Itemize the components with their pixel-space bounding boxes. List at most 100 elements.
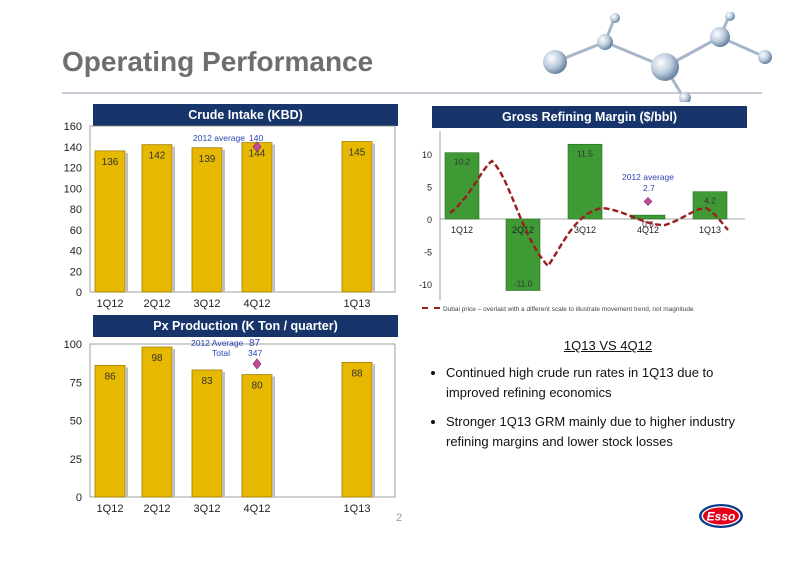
px-category-label: 1Q12 [97, 503, 124, 515]
crude-bar-shadow [125, 152, 128, 292]
px-average-value: 87 [249, 338, 261, 349]
molecule-graphic [543, 12, 772, 102]
crude-category-label: 1Q12 [97, 298, 124, 310]
grm-y-tick-label: -5 [424, 248, 432, 258]
grm-y-tick-label: -10 [419, 280, 432, 290]
px-average-marker [252, 358, 262, 370]
crude-y-tick-label: 40 [70, 246, 82, 258]
grm-category-label: 1Q13 [699, 225, 721, 235]
crude-value-label: 139 [199, 154, 216, 165]
grm-value-label: -11.0 [514, 279, 533, 289]
px-value-label: 88 [351, 368, 363, 379]
crude-intake-chart: 0 20 40 60 80 100 120 140 160 136 1Q12 142 2Q12 139 3Q… [64, 121, 396, 310]
crude-category-label: 4Q12 [244, 298, 271, 310]
px-bar [241, 374, 273, 498]
commentary-list: Continued high crude run rates in 1Q13 d… [428, 363, 768, 452]
crude-average-label: 2012 average [193, 133, 245, 143]
crude-bar-shadow [222, 149, 225, 292]
esso-logo: Esso [699, 504, 743, 528]
crude-y-tick-label: 0 [76, 287, 82, 299]
dubai-legend-line [422, 307, 440, 309]
grm-category-label: 2Q12 [512, 225, 534, 235]
crude-y-tick-label: 60 [70, 225, 82, 237]
crude-y-tick-label: 160 [64, 121, 82, 133]
grm-value-label: 0.6 [642, 219, 654, 229]
grm-chart: 10 5 0 -5 -10 10.2 1Q12 -11.0 2Q12 11.5 3Q12 0.64Q1… [419, 131, 745, 300]
px-category-label: 2Q12 [144, 503, 171, 515]
px-bar [341, 361, 373, 498]
title-divider [62, 92, 762, 94]
crude-category-label: 3Q12 [194, 298, 221, 310]
crude-average-value: 140 [249, 133, 263, 143]
grm-value-label: 10.2 [454, 157, 471, 167]
grm-header: Gross Refining Margin ($/bbl) [432, 106, 747, 128]
px-value-label: 80 [251, 381, 263, 392]
crude-bar-shadow [172, 146, 175, 292]
px-average-label: 2012 Average [191, 338, 244, 348]
crude-y-tick-label: 20 [70, 266, 82, 278]
grm-value-label: 11.5 [577, 148, 593, 158]
grm-bar [505, 218, 541, 291]
crude-y-tick-label: 80 [70, 204, 82, 216]
crude-value-label: 142 [149, 151, 166, 162]
grm-category-label: 4Q12 [637, 225, 659, 235]
px-production-chart: 0 25 50 75 100 86 1Q12 98 2Q12 83 3Q12 80 4Q12 88 1Q13… [64, 338, 396, 515]
crude-bar-shadow [272, 144, 275, 292]
crude-y-tick-label: 120 [64, 163, 82, 175]
px-category-label: 4Q12 [244, 503, 271, 515]
esso-logo-text: Esso [707, 510, 736, 524]
grm-y-tick-label: 10 [422, 150, 432, 160]
grm-category-label: 3Q12 [574, 225, 596, 235]
grm-bar [692, 191, 728, 220]
px-value-label: 83 [201, 376, 213, 387]
px-bar-shadow [272, 376, 275, 497]
grm-bar [567, 143, 603, 220]
grm-category-label: 1Q12 [451, 225, 473, 235]
px-production-header: Px Production (K Ton / quarter) [93, 315, 398, 337]
px-y-tick-label: 75 [70, 377, 82, 389]
commentary: 1Q13 VS 4Q12 Continued high crude run ra… [428, 338, 768, 461]
px-bar-shadow [125, 367, 128, 497]
crude-value-label: 144 [249, 149, 266, 160]
crude-value-label: 136 [102, 157, 119, 168]
grm-bar [444, 152, 480, 220]
crude-bar [191, 147, 223, 293]
commentary-heading: 1Q13 VS 4Q12 [563, 338, 653, 353]
px-value-label: 86 [104, 371, 116, 382]
page-title: Operating Performance [62, 46, 374, 77]
grm-footnote: Dubai price – overlaid with a different … [443, 306, 694, 313]
grm-value-label: 4.2 [704, 196, 716, 206]
px-y-tick-label: 100 [64, 339, 82, 351]
px-bar [94, 365, 126, 498]
crude-bar [94, 150, 126, 293]
grm-average-marker [643, 197, 653, 206]
px-y-tick-label: 50 [70, 416, 82, 428]
px-category-label: 1Q13 [344, 503, 371, 515]
crude-category-label: 2Q12 [144, 298, 171, 310]
px-total-value: 347 [248, 348, 262, 358]
crude-bar [341, 141, 373, 293]
crude-y-tick-label: 140 [64, 142, 82, 154]
commentary-bullet: Continued high crude run rates in 1Q13 d… [446, 363, 768, 403]
grm-y-tick-label: 0 [427, 215, 432, 225]
px-bar-shadow [222, 372, 225, 497]
crude-value-label: 145 [349, 148, 366, 159]
px-bar [141, 346, 173, 498]
px-y-tick-label: 0 [76, 492, 82, 504]
crude-average-marker [252, 141, 262, 153]
crude-bar [241, 142, 273, 293]
page-number: 2 [396, 512, 403, 524]
commentary-bullet: Stronger 1Q13 GRM mainly due to higher i… [446, 412, 768, 452]
grm-dubai-trend-line [449, 159, 729, 268]
crude-bar [141, 144, 173, 293]
crude-category-label: 1Q13 [344, 298, 371, 310]
px-bar [191, 369, 223, 498]
px-y-tick-label: 25 [70, 454, 82, 466]
grm-average-label: 2012 average [622, 172, 674, 182]
px-bar-shadow [172, 349, 175, 497]
grm-y-tick-label: 5 [427, 183, 432, 193]
crude-bar-shadow [372, 143, 375, 292]
crude-y-tick-label: 100 [64, 183, 82, 195]
px-bar-shadow [372, 364, 375, 497]
grm-average-value: 2.7 [643, 183, 655, 193]
